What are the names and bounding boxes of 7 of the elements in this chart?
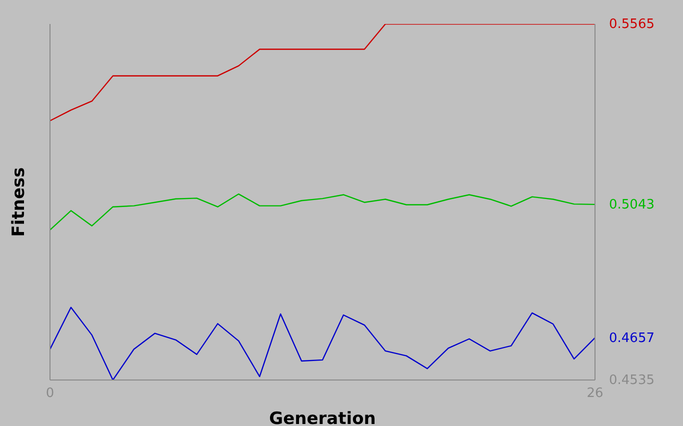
y-tick-label: 0.5043: [609, 197, 654, 212]
y-axis-title: Fitness: [9, 167, 30, 237]
x-axis-title: Generation: [269, 409, 376, 426]
y-tick-label: 0.4657: [609, 330, 654, 346]
line-series: [50, 193, 595, 231]
line-series: [50, 24, 595, 122]
y-tick-label: 0.5565: [609, 17, 654, 32]
